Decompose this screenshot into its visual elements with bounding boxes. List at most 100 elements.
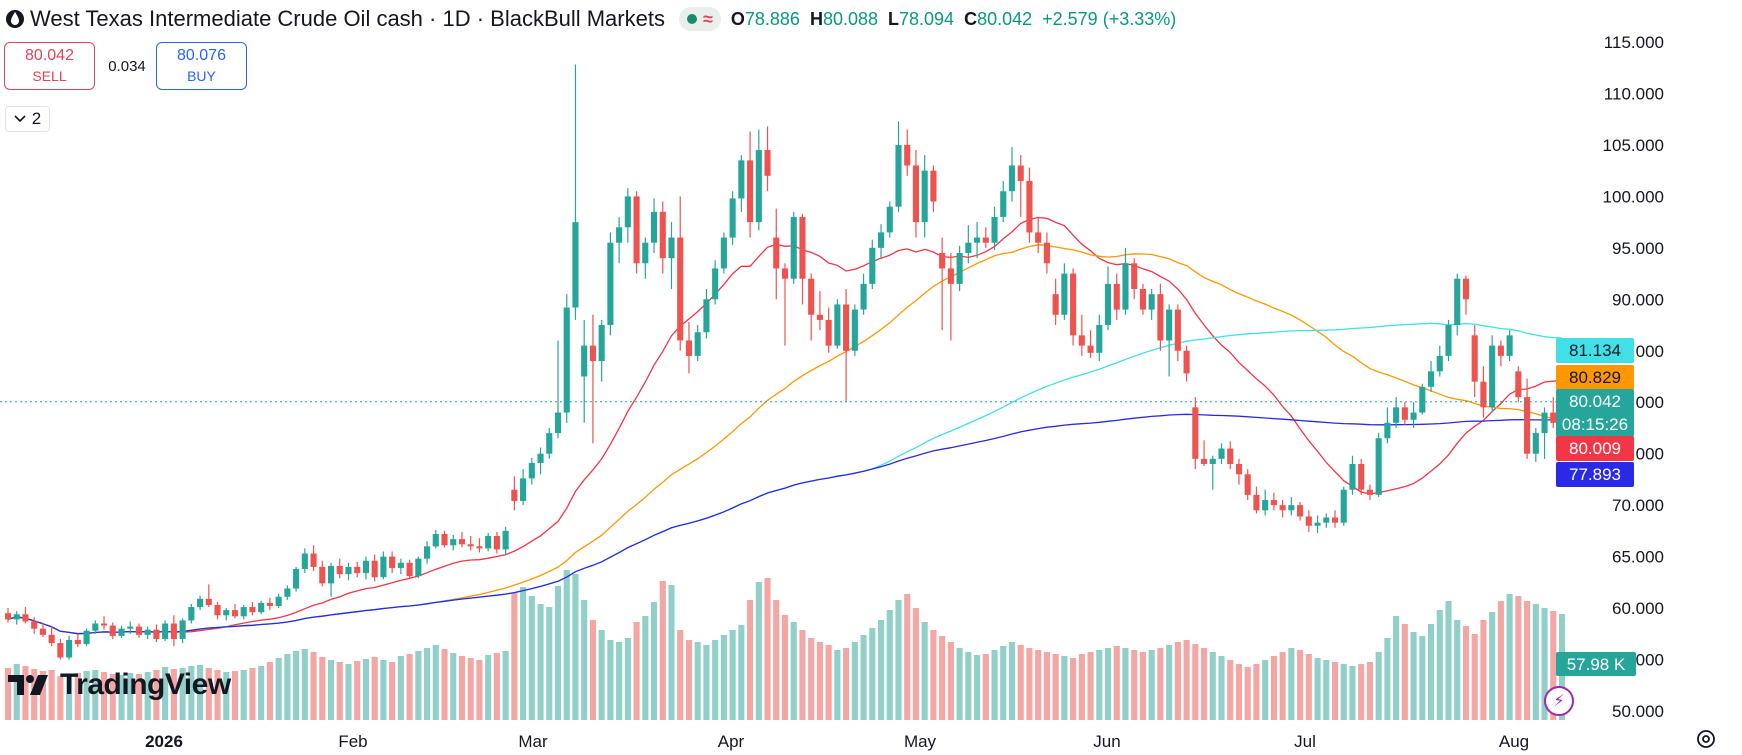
- volume-bar: [327, 660, 335, 720]
- candle-body: [650, 211, 658, 243]
- candle: [310, 545, 317, 572]
- candle: [773, 208, 780, 300]
- volume-bar: [197, 665, 204, 720]
- volume-bar: [520, 587, 527, 720]
- ma-blue-line: [7, 413, 1563, 635]
- candle: [982, 227, 989, 248]
- market-status[interactable]: ≈: [678, 7, 721, 31]
- candle-body: [485, 536, 492, 549]
- candle-body: [1104, 283, 1112, 326]
- symbol-title[interactable]: West Texas Intermediate Crude Oil cash ·…: [30, 6, 665, 31]
- candle-body: [1122, 263, 1129, 310]
- y-tick-label: 100.000: [1603, 187, 1664, 206]
- volume-bar: [1401, 624, 1408, 720]
- sell-button[interactable]: 80.042 SELL: [4, 42, 95, 90]
- time-axis[interactable]: 2026 Feb Mar Apr May Jun Jul Aug: [145, 732, 1529, 751]
- candle-body: [1227, 448, 1234, 464]
- candle: [432, 529, 439, 549]
- candle-body: [1427, 371, 1435, 387]
- candle-body: [179, 620, 186, 639]
- candle-body: [1410, 412, 1417, 420]
- volume-bar: [258, 666, 265, 720]
- volume-bar: [135, 674, 143, 720]
- volume-bar: [153, 670, 160, 720]
- price-label-box: [1556, 365, 1634, 390]
- candle-body: [956, 252, 963, 284]
- candle-body: [1297, 505, 1304, 517]
- ma-red-line: [7, 216, 1563, 635]
- candle: [1122, 247, 1129, 315]
- candle-body: [48, 634, 55, 644]
- candle: [284, 585, 291, 600]
- candle-body: [1419, 386, 1426, 413]
- indicators-toggle-button[interactable]: 2: [5, 106, 50, 132]
- candle-body: [336, 565, 343, 575]
- volume-bar: [162, 667, 169, 720]
- candle: [965, 225, 972, 264]
- candle-body: [581, 345, 588, 377]
- volume-bar: [22, 666, 29, 720]
- sell-label: SELL: [32, 68, 67, 84]
- volume-bar: [1008, 642, 1016, 720]
- candle-body: [790, 216, 797, 279]
- candle-body: [659, 211, 666, 259]
- candle: [66, 635, 73, 660]
- candle-body: [1262, 500, 1269, 511]
- candle-body: [1157, 294, 1164, 341]
- candle-body: [886, 206, 893, 233]
- price-label-text: 80.009: [1569, 439, 1621, 458]
- volume-bar: [712, 640, 719, 720]
- volume-bar: [1166, 645, 1173, 720]
- candle-body: [1166, 309, 1173, 341]
- candle-body: [1061, 273, 1068, 315]
- volume-bar: [371, 657, 378, 720]
- candle-body: [1070, 273, 1077, 336]
- volume-bar: [650, 602, 658, 720]
- candle: [336, 558, 343, 579]
- candle-body: [170, 623, 177, 639]
- volume-bar: [301, 649, 308, 720]
- candle: [406, 559, 413, 580]
- candle: [1340, 486, 1347, 526]
- volume-bar: [1410, 632, 1417, 720]
- candle: [362, 556, 369, 580]
- candle-body: [712, 268, 719, 300]
- candle-body: [685, 340, 693, 356]
- candle: [956, 245, 963, 292]
- volume-bar: [1524, 601, 1531, 720]
- candle: [1541, 407, 1548, 459]
- volume-bar: [1131, 650, 1138, 720]
- volume-bar: [851, 642, 858, 720]
- buy-button[interactable]: 80.076 BUY: [156, 42, 247, 90]
- candle: [1270, 492, 1277, 511]
- candle: [476, 538, 483, 553]
- candle: [39, 622, 46, 637]
- volume-bar: [1288, 648, 1295, 720]
- tradingview-logo[interactable]: TradingView: [8, 668, 231, 702]
- candle: [1218, 443, 1225, 464]
- price-label-box: [1556, 338, 1634, 363]
- volume-bar: [1541, 608, 1548, 720]
- candle-body: [1131, 263, 1138, 290]
- candle: [118, 625, 125, 638]
- candle: [170, 615, 177, 647]
- candle-body: [1279, 505, 1286, 511]
- candle-body: [554, 412, 562, 434]
- volume-bar: [816, 642, 823, 720]
- volume-bar: [66, 674, 73, 720]
- lightning-icon[interactable]: ⚡: [1544, 686, 1574, 716]
- volume-bar: [493, 653, 500, 720]
- candle: [83, 628, 90, 647]
- candle-body: [415, 558, 422, 577]
- candle: [1314, 515, 1321, 533]
- candle-body: [1506, 335, 1513, 356]
- candle: [843, 289, 850, 403]
- volume-bar: [458, 656, 466, 720]
- candle: [729, 191, 736, 245]
- candle-body: [982, 237, 989, 243]
- change-value: +2.579 (+3.33%): [1042, 8, 1177, 29]
- candle: [502, 526, 509, 555]
- candle: [1279, 500, 1286, 518]
- settings-gear-icon[interactable]: [1694, 727, 1718, 751]
